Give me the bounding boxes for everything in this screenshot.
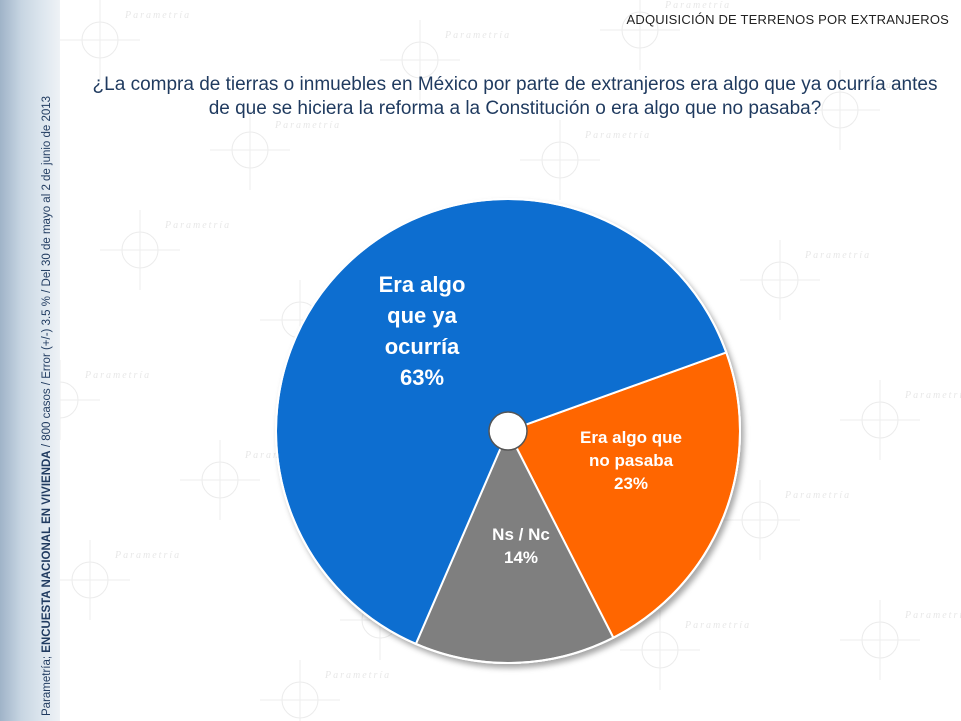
svg-text:Parametría: Parametría [804,250,871,261]
slice-label-line: 14% [504,548,538,567]
slice-label-line: no pasaba [589,451,674,470]
watermark-mark: Parametría [620,610,751,690]
section-title: ADQUISICIÓN DE TERRENOS POR EXTRANJEROS [626,12,949,27]
watermark-mark: Parametría [60,0,191,80]
svg-text:Parametría: Parametría [124,10,191,21]
slice-label-0: Era algo que ya ocurría 63% [379,272,466,390]
svg-text:Parametría: Parametría [444,30,511,41]
watermark-mark: Parametría [520,120,651,200]
svg-text:Parametría: Parametría [114,550,181,561]
question-line-1: ¿La compra de tierras o inmuebles en Méx… [92,74,938,95]
sidebar-decoration [0,0,60,721]
watermark-mark: Parametría [260,660,391,721]
slice-label-line: que ya [387,303,457,328]
svg-text:Parametría: Parametría [904,390,961,401]
svg-text:Parametría: Parametría [164,220,231,231]
slice-label-line: ocurría [385,334,460,359]
slice-label-line: Era algo [379,272,466,297]
svg-text:Parametría: Parametría [684,620,751,631]
watermark-mark: Parametría [100,210,231,290]
watermark-mark: Parametría [210,110,341,190]
slice-label-1: Era algo que no pasaba 23% [580,428,682,493]
watermark-mark: Parametría [50,540,181,620]
pie-outline [275,198,741,664]
slice-label-line: 23% [614,474,648,493]
watermark-mark: Parametría [720,480,851,560]
svg-text:Parametría: Parametría [274,120,341,131]
svg-text:Parametría: Parametría [904,610,961,621]
watermark-mark: Parametría [840,380,961,460]
svg-text:Parametría: Parametría [84,370,151,381]
slice-label-line: Era algo que [580,428,682,447]
question-text: ¿La compra de tierras o inmuebles en Méx… [70,73,960,121]
svg-text:Parametría: Parametría [324,670,391,681]
question-line-2: de que se hiciera la reforma a la Consti… [208,98,822,119]
watermark-mark: Parametría [740,240,871,320]
svg-text:Parametría: Parametría [784,490,851,501]
slice-label-2: Ns / Nc 14% [492,525,550,567]
watermark-mark: Parametría [380,20,511,100]
svg-text:Parametría: Parametría [664,0,731,11]
pie-center-hole [488,411,528,451]
slice-label-line: Ns / Nc [492,525,550,544]
svg-text:Parametría: Parametría [864,80,931,91]
svg-text:Parametría: Parametría [584,130,651,141]
watermark-mark: Parametría [600,0,731,70]
watermark-mark: Parametría [800,70,931,150]
watermark-mark: Parametría [840,600,961,680]
slice-label-line: 63% [400,365,444,390]
